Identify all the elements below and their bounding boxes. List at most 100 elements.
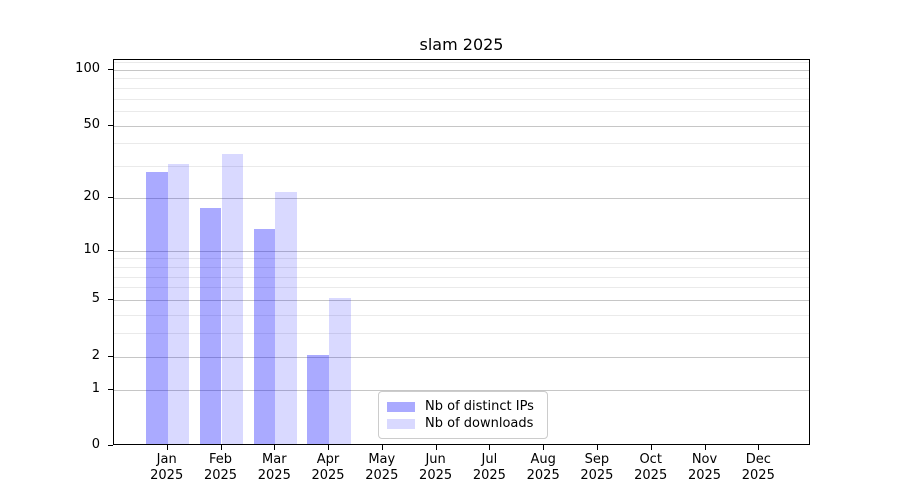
x-tick-month: Sep	[584, 452, 610, 467]
major-gridline	[114, 300, 809, 301]
legend-swatch-downloads	[387, 418, 415, 429]
x-tick-year: 2025	[526, 467, 560, 483]
y-tick-label: 100	[75, 60, 100, 76]
gridlines-layer	[114, 60, 809, 444]
y-tick-label: 20	[83, 188, 100, 204]
x-tick-month: Jan	[156, 452, 177, 467]
x-tick-mark	[220, 445, 222, 450]
x-tick-mark	[328, 445, 329, 450]
major-gridline	[114, 125, 809, 127]
x-tick-month: Oct	[639, 452, 662, 467]
bar-feb-downloads	[221, 154, 244, 444]
x-tick-mark	[650, 445, 652, 450]
x-tick-year: 2025	[419, 467, 453, 483]
major-gridline	[114, 69, 809, 71]
x-tick-month: Nov	[691, 452, 718, 467]
x-tick-year: 2025	[365, 467, 399, 483]
x-tick-month: May	[368, 452, 396, 467]
bar-apr-downloads	[329, 298, 351, 444]
y-tick-label: 10	[83, 241, 100, 257]
bar-mar-ips	[253, 228, 276, 444]
legend-item-distinct-ips: Nb of distinct IPs	[387, 398, 539, 415]
x-tick-mark	[435, 445, 437, 450]
y-tick-mark	[108, 68, 113, 70]
minor-gridline	[114, 143, 809, 145]
x-tick-month: Mar	[262, 452, 287, 467]
legend-swatch-distinct-ips	[387, 401, 415, 412]
y-tick-label: 50	[83, 116, 100, 132]
y-tick-mark	[108, 355, 113, 357]
y-tick-label: 2	[91, 347, 100, 363]
y-tick-mark	[108, 124, 113, 126]
minor-gridline	[114, 333, 809, 334]
y-tick-mark	[108, 299, 113, 300]
minor-gridline	[114, 287, 809, 289]
x-tick-label-jan: Jan 2025	[138, 452, 196, 483]
y-tick-label: 1	[91, 380, 100, 396]
x-tick-year: 2025	[150, 467, 184, 483]
x-tick-year: 2025	[580, 467, 614, 483]
legend: Nb of distinct IPs Nb of downloads	[378, 391, 548, 439]
x-tick-month: Dec	[745, 452, 771, 467]
major-gridline	[114, 356, 809, 358]
x-tick-label-oct: Oct 2025	[622, 452, 680, 483]
x-tick-label-feb: Feb 2025	[192, 452, 250, 483]
minor-gridline	[114, 166, 809, 168]
minor-gridline	[114, 276, 809, 278]
bars-layer	[114, 60, 809, 444]
x-tick-month: Jun	[425, 452, 446, 467]
x-tick-label-mar: Mar 2025	[245, 452, 303, 483]
x-tick-label-sep: Sep 2025	[568, 452, 626, 483]
major-gridline	[114, 250, 809, 252]
x-tick-mark	[274, 445, 276, 450]
x-tick-year: 2025	[257, 467, 291, 483]
y-tick-mark	[108, 388, 113, 390]
x-tick-label-apr: Apr 2025	[299, 452, 357, 483]
minor-gridline	[114, 62, 809, 64]
x-tick-mark	[596, 445, 598, 450]
bar-jan-downloads	[167, 164, 190, 444]
major-gridline	[114, 389, 809, 391]
legend-item-downloads: Nb of downloads	[387, 415, 539, 432]
plot-area: Nb of distinct IPs Nb of downloads	[113, 59, 810, 445]
bar-mar-downloads	[275, 192, 297, 444]
x-tick-month: Jul	[481, 452, 498, 467]
minor-gridline	[114, 78, 809, 80]
x-tick-year: 2025	[687, 467, 722, 483]
bar-feb-ips	[199, 208, 222, 444]
x-tick-mark	[381, 445, 383, 450]
minor-gridline	[114, 266, 809, 268]
minor-gridline	[114, 111, 809, 112]
minor-gridline	[114, 314, 809, 316]
x-tick-month: Apr	[316, 452, 340, 467]
x-tick-mark	[489, 445, 491, 450]
y-tick-mark	[108, 196, 113, 198]
y-tick-mark	[108, 249, 113, 251]
x-tick-label-may: May 2025	[353, 452, 411, 483]
x-tick-label-jul: Jul 2025	[460, 452, 518, 483]
x-tick-month: Aug	[530, 452, 556, 467]
x-tick-label-dec: Dec 2025	[729, 452, 787, 483]
x-tick-mark	[543, 445, 545, 450]
bar-apr-ips	[307, 354, 329, 444]
x-tick-label-jun: Jun 2025	[407, 452, 465, 483]
y-tick-label: 5	[91, 291, 100, 306]
legend-label-distinct-ips: Nb of distinct IPs	[425, 399, 534, 414]
x-tick-month: Feb	[208, 452, 233, 467]
minor-gridline	[114, 98, 809, 100]
minor-gridline	[114, 87, 809, 89]
x-tick-year: 2025	[311, 467, 345, 483]
x-tick-label-aug: Aug 2025	[514, 452, 572, 483]
x-tick-year: 2025	[472, 467, 506, 483]
major-gridline	[114, 197, 809, 199]
legend-label-downloads: Nb of downloads	[425, 416, 534, 431]
chart-title: slam 2025	[419, 35, 504, 54]
y-tick-label: 0	[91, 437, 100, 452]
x-tick-label-nov: Nov 2025	[676, 452, 734, 483]
bar-jan-ips	[146, 172, 168, 444]
y-tick-mark	[108, 445, 113, 446]
x-tick-year: 2025	[741, 467, 775, 483]
minor-gridline	[114, 258, 809, 260]
